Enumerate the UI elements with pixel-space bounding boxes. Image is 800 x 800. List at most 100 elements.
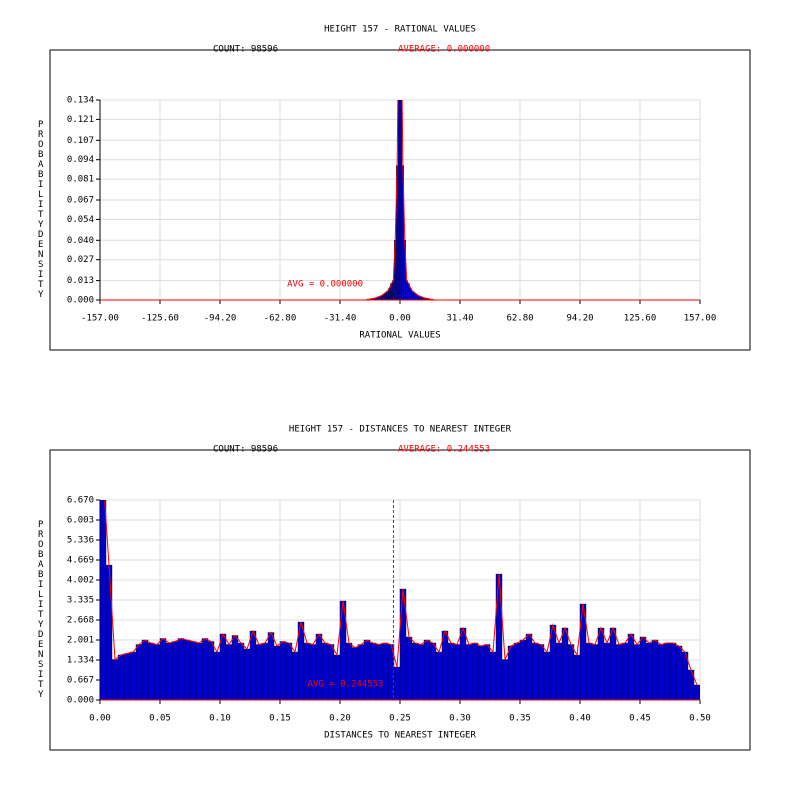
bar — [243, 648, 251, 700]
x-tick-label: 31.40 — [446, 314, 473, 324]
bar — [675, 645, 683, 700]
y-tick-label: 0.000 — [67, 296, 94, 306]
x-tick-label: 0.10 — [209, 714, 231, 724]
bar — [231, 635, 239, 700]
bar — [597, 627, 605, 700]
y-tick-label: 6.003 — [67, 516, 94, 526]
bar — [453, 644, 461, 700]
bar — [411, 290, 414, 300]
bar — [363, 639, 371, 700]
y-tick-label: 0.040 — [67, 236, 94, 246]
x-tick-label: 0.00 — [389, 314, 411, 324]
bar — [573, 654, 581, 700]
x-tick-label: 0.40 — [569, 714, 591, 724]
bar — [543, 651, 551, 700]
x-tick-label: 0.30 — [449, 714, 471, 724]
bar — [165, 642, 173, 700]
bar — [153, 644, 161, 700]
bar — [123, 653, 131, 700]
bar — [147, 642, 155, 700]
y-tick-label: 0.027 — [67, 255, 94, 265]
x-tick-label: 0.35 — [509, 714, 531, 724]
bar — [501, 659, 509, 700]
bar — [315, 633, 323, 700]
chart-title: HEIGHT 157 - RATIONAL VALUES — [324, 25, 476, 35]
bar — [471, 642, 479, 700]
bar — [495, 573, 503, 700]
bar — [255, 644, 263, 700]
bar — [591, 644, 599, 700]
bar — [465, 644, 473, 700]
bar — [669, 642, 677, 700]
bar — [633, 644, 641, 700]
bar — [567, 644, 575, 700]
bar — [183, 639, 191, 700]
bar — [561, 627, 569, 700]
bar — [279, 641, 287, 700]
x-tick-label: 0.25 — [389, 714, 411, 724]
bar — [189, 641, 197, 700]
y-tick-label: 0.081 — [67, 175, 94, 185]
x-tick-label: 0.20 — [329, 714, 351, 724]
bar — [129, 651, 137, 700]
bar — [513, 642, 521, 700]
y-tick-label: 2.668 — [67, 616, 94, 626]
average-label: AVERAGE: 0.000000 — [398, 45, 490, 55]
x-tick-label: 0.50 — [689, 714, 711, 724]
bar — [585, 642, 593, 700]
bar — [267, 632, 275, 700]
bar — [621, 642, 629, 700]
average-annotation: AVG = 0.000000 — [287, 280, 363, 290]
y-tick-label: 4.002 — [67, 576, 94, 586]
bar — [651, 639, 659, 700]
bar — [555, 642, 563, 700]
bar — [663, 642, 671, 700]
bar — [135, 644, 143, 700]
bar — [537, 644, 545, 700]
bar — [375, 644, 383, 700]
bar — [411, 642, 419, 700]
bar — [489, 651, 497, 700]
bar — [693, 684, 700, 700]
bar — [111, 659, 119, 700]
x-axis-label: DISTANCES TO NEAREST INTEGER — [324, 731, 476, 741]
x-tick-label: 94.20 — [566, 314, 593, 324]
y-tick-label: 0.000 — [67, 696, 94, 706]
bar — [351, 647, 359, 700]
bar — [357, 644, 365, 700]
bar — [159, 638, 167, 700]
x-tick-label: -157.00 — [81, 314, 119, 324]
bar — [177, 638, 185, 700]
y-tick-label: 6.670 — [67, 496, 94, 506]
bar — [207, 641, 215, 700]
bar — [423, 639, 431, 700]
bar — [141, 639, 149, 700]
y-axis-label: PROBABILITY DENSITY — [38, 520, 44, 700]
plot-area — [100, 500, 700, 700]
bar — [369, 642, 377, 700]
bar — [525, 633, 533, 700]
bar — [386, 290, 389, 300]
x-tick-label: 0.15 — [269, 714, 291, 724]
bar — [417, 644, 425, 700]
bar — [303, 642, 311, 700]
bar — [392, 280, 395, 300]
x-tick-label: 62.80 — [506, 314, 533, 324]
bar — [219, 633, 227, 700]
bar — [201, 638, 209, 700]
bar — [603, 642, 611, 700]
y-tick-label: 0.054 — [67, 215, 94, 225]
bar — [195, 642, 203, 700]
y-tick-label: 0.094 — [67, 155, 94, 165]
bar — [321, 642, 329, 700]
bar — [273, 645, 281, 700]
bar — [441, 630, 449, 700]
panel-frame — [49, 449, 751, 751]
panel-frame — [49, 49, 751, 351]
bar — [627, 633, 635, 700]
bar — [237, 642, 245, 700]
y-tick-label: 2.001 — [67, 636, 94, 646]
bar — [483, 644, 491, 700]
y-tick-label: 1.334 — [67, 656, 94, 666]
